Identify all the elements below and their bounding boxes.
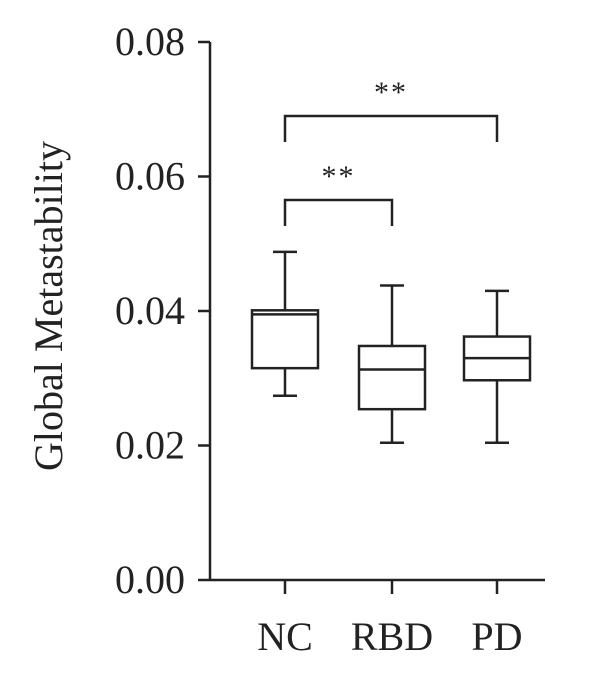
significance-bracket: ** xyxy=(283,160,394,227)
significance-brackets: ** ** xyxy=(283,76,499,227)
x-tick-label: PD xyxy=(471,614,522,659)
box-pd xyxy=(462,289,532,445)
box-series xyxy=(250,250,532,445)
bracket-line xyxy=(283,198,394,227)
y-tick-label: 0.08 xyxy=(115,19,185,64)
x-tick-label: RBD xyxy=(351,614,433,659)
y-tick-label: 0.02 xyxy=(115,423,185,468)
bracket-line xyxy=(283,114,499,142)
significance-bracket: ** xyxy=(283,76,499,142)
significance-label: ** xyxy=(322,160,356,193)
x-axis: NC RBD PD xyxy=(210,578,545,659)
significance-label: ** xyxy=(374,76,408,109)
x-tick-label: NC xyxy=(257,614,313,659)
y-axis-title: Global Metastability xyxy=(26,141,71,471)
iqr-box xyxy=(357,344,427,411)
y-tick-label: 0.04 xyxy=(115,288,185,333)
y-axis: 0.00 0.02 0.04 0.06 0.08 xyxy=(115,19,212,602)
y-tick-label: 0.06 xyxy=(115,154,185,199)
y-tick-label: 0.00 xyxy=(115,557,185,602)
iqr-box xyxy=(250,309,320,370)
box-nc xyxy=(250,250,320,397)
box-rbd xyxy=(357,284,427,445)
